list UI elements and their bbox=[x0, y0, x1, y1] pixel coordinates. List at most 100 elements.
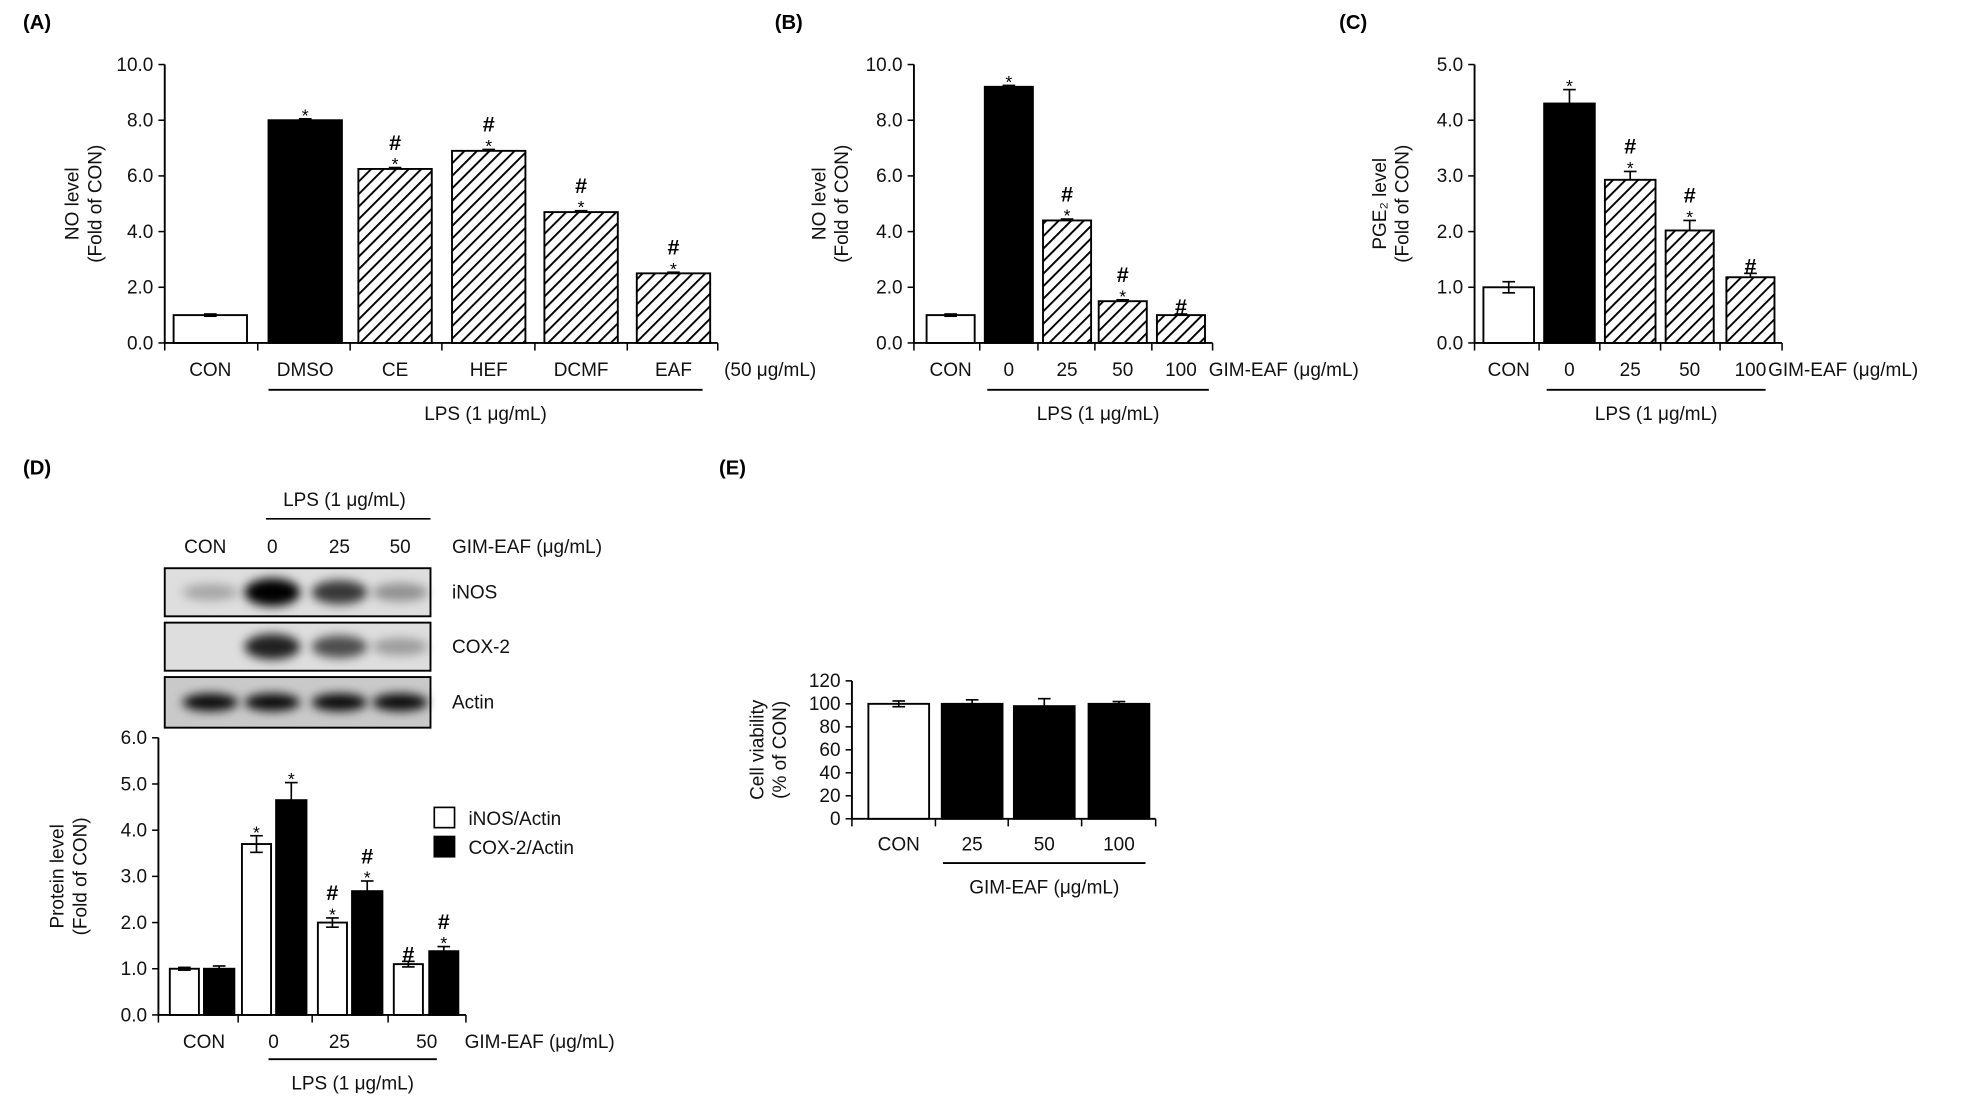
panel-label: (E) bbox=[719, 458, 746, 480]
bar bbox=[428, 950, 460, 1016]
significance-hash: # bbox=[1117, 263, 1129, 287]
y-tick-label: 1.0 bbox=[121, 959, 147, 980]
y-tick-label: 4.0 bbox=[1437, 111, 1463, 132]
x-tick-label: DCMF bbox=[554, 360, 609, 381]
y-axis-label: NO level (Fold of CON) bbox=[809, 145, 853, 263]
y-tick-label: 1.0 bbox=[1437, 278, 1463, 299]
bar bbox=[1603, 178, 1657, 344]
y-axis-label-line1: PGE₂ level bbox=[1370, 158, 1391, 250]
panel-label: (A) bbox=[23, 12, 51, 34]
western-blot: LPS (1 μg/mL) CON 0 25 50 GIM-EAF (μg/mL) iNOS… bbox=[163, 490, 602, 729]
x-tick-label: CE bbox=[382, 360, 408, 381]
x-tick-label: 25 bbox=[962, 834, 983, 855]
blot-band bbox=[372, 583, 428, 602]
y-axis-label: PGE₂ level (Fold of CON) bbox=[1370, 145, 1414, 263]
bar bbox=[351, 890, 384, 1016]
lane-label: CON bbox=[184, 537, 226, 558]
blot-band bbox=[311, 693, 368, 712]
significance-hash: # bbox=[1684, 184, 1696, 208]
group-label: LPS (1 μg/mL) bbox=[291, 1074, 414, 1095]
x-tick-label: 0 bbox=[1004, 360, 1015, 381]
x-tick-label: 50 bbox=[1112, 360, 1133, 381]
y-tick-label: 20 bbox=[819, 786, 840, 807]
bar bbox=[267, 119, 343, 344]
blot-row-label: iNOS bbox=[452, 583, 497, 604]
y-tick-label: 0.0 bbox=[121, 1005, 147, 1026]
lane-label: 50 bbox=[390, 537, 411, 558]
significance-star: * bbox=[364, 868, 371, 888]
y-axis-label-line1: NO level bbox=[809, 167, 830, 240]
significance-star: * bbox=[1686, 207, 1693, 227]
significance-star: * bbox=[288, 769, 295, 789]
bar bbox=[1087, 702, 1151, 820]
unit-label: (50 μg/mL) bbox=[724, 360, 816, 381]
bar bbox=[357, 167, 433, 344]
bar bbox=[1097, 300, 1148, 344]
significance-star: * bbox=[392, 154, 399, 174]
y-tick-label: 3.0 bbox=[121, 867, 147, 888]
blot-band bbox=[244, 693, 301, 712]
x-tick-label: 100 bbox=[1103, 834, 1135, 855]
y-tick-label: 6.0 bbox=[876, 166, 902, 187]
group-label: LPS (1 μg/mL) bbox=[1037, 404, 1160, 425]
y-tick-label: 4.0 bbox=[876, 222, 902, 243]
bar bbox=[1012, 705, 1076, 820]
significance-hash: # bbox=[402, 942, 414, 966]
significance-hash: # bbox=[1061, 182, 1073, 206]
group-label: GIM-EAF (μg/mL) bbox=[969, 877, 1119, 898]
blot-band bbox=[372, 693, 428, 712]
y-tick-label: 10.0 bbox=[116, 55, 153, 76]
y-tick-label: 10.0 bbox=[866, 55, 903, 76]
bar bbox=[203, 967, 236, 1016]
x-tick-label: 100 bbox=[1735, 360, 1767, 381]
blot-band bbox=[244, 578, 301, 607]
x-tick-label: 25 bbox=[1620, 360, 1641, 381]
significance-hash: # bbox=[575, 174, 587, 198]
legend-label: COX-2/Actin bbox=[468, 838, 573, 859]
x-tick-label: 100 bbox=[1165, 360, 1197, 381]
blot-band bbox=[182, 693, 239, 712]
significance-hash: # bbox=[438, 910, 450, 934]
y-axis-label: Protein level (Fold of CON) bbox=[48, 817, 92, 935]
y-axis-label-line1: Cell viability bbox=[747, 699, 768, 800]
blot-band bbox=[311, 580, 368, 605]
bar bbox=[867, 702, 931, 820]
significance-star: * bbox=[485, 136, 492, 156]
y-tick-label: 5.0 bbox=[121, 774, 147, 795]
x-tick-label: 50 bbox=[416, 1032, 437, 1053]
bar bbox=[925, 314, 976, 344]
significance-star: * bbox=[302, 105, 309, 125]
x-tick-label: CON bbox=[189, 360, 231, 381]
group-label: LPS (1 μg/mL) bbox=[424, 404, 547, 425]
blot-band bbox=[182, 584, 239, 601]
y-tick-label: 3.0 bbox=[1437, 166, 1463, 187]
x-tick-label: 25 bbox=[1057, 360, 1078, 381]
bar bbox=[635, 272, 712, 344]
x-tick-label: 25 bbox=[329, 1032, 350, 1053]
y-tick-label: 4.0 bbox=[121, 821, 147, 842]
y-tick-label: 0.0 bbox=[127, 333, 153, 354]
significance-hash: # bbox=[326, 881, 338, 905]
significance-star: * bbox=[1005, 72, 1012, 92]
legend-swatch bbox=[433, 835, 456, 858]
significance-hash: # bbox=[389, 131, 401, 155]
y-axis-label-line2: (Fold of CON) bbox=[85, 145, 106, 263]
y-tick-label: 0.0 bbox=[1437, 333, 1463, 354]
x-tick-label: CON bbox=[878, 834, 920, 855]
significance-hash: # bbox=[667, 236, 679, 260]
y-axis-label: Cell viability (% of CON) bbox=[747, 699, 791, 800]
chart-panel-c: (C) 0.0 1.0 2.0 3.0 4.0 5.0 PGE₂ level (Fold of … bbox=[1339, 12, 1918, 425]
y-axis-label-line2: (% of CON) bbox=[770, 701, 791, 799]
significance-hash: # bbox=[1624, 135, 1636, 159]
blot-band bbox=[244, 633, 301, 660]
y-tick-label: 60 bbox=[819, 740, 840, 761]
panel-label: (D) bbox=[23, 458, 51, 480]
x-tick-label: 0 bbox=[1564, 360, 1575, 381]
x-tick-label: DMSO bbox=[277, 360, 334, 381]
y-axis-label-line1: Protein level bbox=[48, 824, 69, 928]
lane-label: 25 bbox=[329, 537, 350, 558]
x-tick-label: HEF bbox=[470, 360, 508, 381]
blot-row-label: COX-2 bbox=[452, 637, 510, 658]
y-tick-label: 4.0 bbox=[127, 222, 153, 243]
x-tick-label: 50 bbox=[1034, 834, 1055, 855]
